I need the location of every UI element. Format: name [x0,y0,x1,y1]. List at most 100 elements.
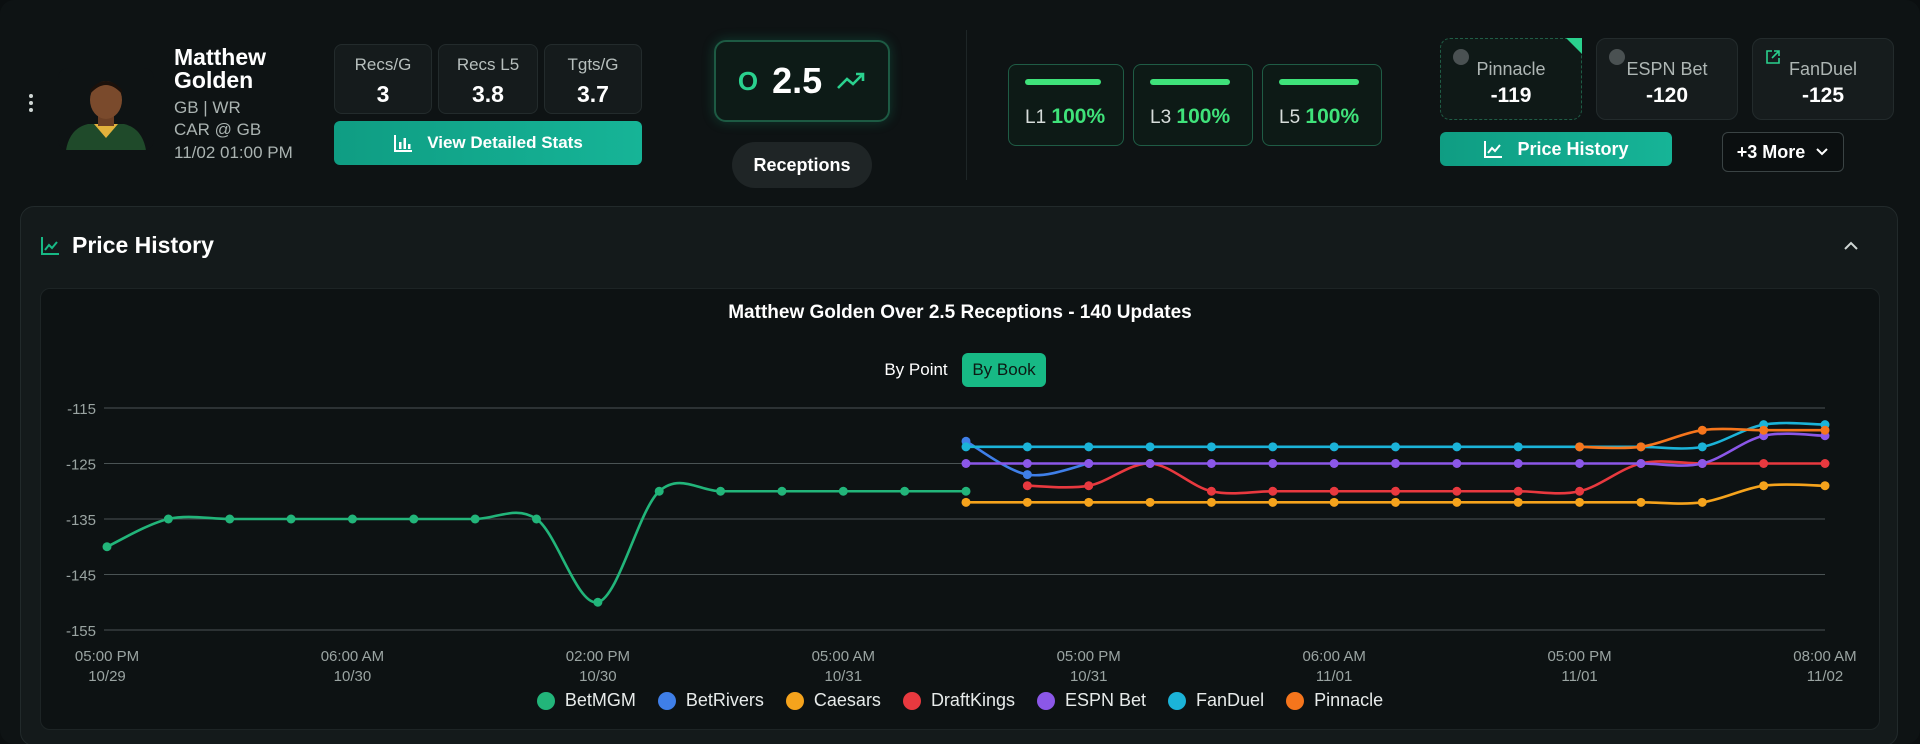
legend-label: DraftKings [930,690,1015,710]
chart-title: Matthew Golden Over 2.5 Receptions - 140… [728,302,1192,323]
book-logo-icon [1453,49,1469,65]
line-chart-icon [41,237,59,255]
x-tick-time: 05:00 AM [812,648,875,665]
book-espn-bet[interactable]: ESPN Bet -120 [1596,38,1738,120]
legend-item[interactable]: FanDuel [1168,690,1264,711]
more-menu-icon[interactable] [24,94,38,118]
data-point [1575,442,1585,452]
legend-item[interactable]: Pinnacle [1286,690,1383,711]
game-datetime: 11/02 01:00 PM [174,143,293,162]
legend-swatch [785,691,804,710]
data-point [1697,425,1707,435]
legend-swatch [1036,691,1055,710]
x-tick-time: 02:00 PM [566,648,630,665]
data-point [961,486,971,496]
best-price-marker [1566,38,1582,54]
toggle-by-book[interactable]: By Book [962,353,1046,387]
divider [966,30,967,180]
toggle-by-point[interactable]: By Point [884,360,948,379]
stat-recs-l5: Recs L5 3.8 [438,44,538,114]
data-point [1452,486,1462,496]
data-point [1145,442,1155,452]
data-point [961,497,971,507]
legend-item[interactable]: ESPN Bet [1036,690,1146,711]
data-point [593,597,603,607]
x-tick-date: 10/30 [579,668,617,685]
hit-rate-bar [1025,79,1101,85]
collapse-chevron-icon[interactable] [1842,240,1860,252]
external-link-icon[interactable] [1765,49,1781,65]
x-tick-date: 10/31 [1070,668,1108,685]
data-point [838,486,848,496]
legend-label: FanDuel [1196,690,1265,710]
hit-rate-text: L1 100% [1025,105,1106,128]
chevron-down-icon [1816,148,1828,156]
x-tick-date: 10/30 [334,668,372,685]
data-point [1084,497,1094,507]
prop-line[interactable]: O 2.5 [714,40,890,122]
x-tick-time: 06:00 AM [1302,648,1365,665]
data-point [1022,481,1032,491]
legend-item[interactable]: BetRivers [657,690,764,711]
data-point [961,459,971,468]
book-logo-icon [1609,49,1625,65]
bar-chart-icon [394,135,413,152]
legend-swatch [536,691,555,710]
data-point [1084,459,1094,468]
data-point [1697,459,1707,468]
x-tick-time: 05:00 PM [1547,648,1611,665]
x-tick-date: 10/31 [825,668,863,685]
data-point [1206,442,1216,452]
view-detailed-stats-button[interactable]: View Detailed Stats [334,121,642,165]
data-point [900,486,910,496]
hit-rate-l3: L3 100% [1133,64,1253,146]
series-line-betmgm [106,481,966,604]
hit-rate-bar [1279,79,1359,85]
book-name: ESPN Bet [1626,59,1708,79]
data-point [1452,442,1462,452]
more-books-button[interactable]: +3 More [1722,132,1844,172]
data-point [1759,481,1769,491]
legend-item[interactable]: DraftKings [902,690,1015,711]
stat-label: Tgts/G [567,55,619,74]
data-point [961,442,971,452]
data-point [1820,481,1830,491]
legend-label: Pinnacle [1314,690,1384,710]
price-history-button[interactable]: Price History [1440,132,1672,166]
data-point [1820,425,1830,435]
over-under-side: O [737,65,759,96]
y-tick-label: -155 [66,623,96,640]
book-name: FanDuel [1788,59,1858,79]
legend-label: BetMGM [564,690,636,710]
x-tick-time: 06:00 AM [321,648,384,665]
book-pinnacle[interactable]: Pinnacle -119 [1440,38,1582,120]
data-point [1084,442,1094,452]
stat-recs-per-game: Recs/G 3 [334,44,432,114]
x-tick-time: 05:00 PM [75,648,139,665]
data-point [1513,486,1523,496]
data-point [1268,442,1278,452]
data-point [1391,497,1400,507]
book-fanduel[interactable]: FanDuel -125 [1752,38,1894,120]
data-point [1206,486,1216,496]
legend-item[interactable]: Caesars [785,690,881,711]
data-point [1759,459,1769,468]
data-point [1636,442,1646,452]
chart-container [40,288,1880,730]
legend-item[interactable]: BetMGM [536,690,636,711]
stat-value: 3.8 [472,81,504,107]
market-pill[interactable]: Receptions [732,142,872,188]
x-tick-date: 11/02 [1807,668,1843,685]
legend-swatch [1286,691,1305,710]
trending-up-icon [837,72,865,89]
data-point [102,542,112,552]
data-point [716,486,726,496]
data-point [1329,497,1339,507]
data-point [1820,459,1830,468]
player-matchup: CAR @ GB [174,120,262,139]
book-name: Pinnacle [1476,59,1546,79]
legend-swatch [902,691,921,710]
data-point [1513,459,1523,468]
data-point [1391,442,1400,452]
